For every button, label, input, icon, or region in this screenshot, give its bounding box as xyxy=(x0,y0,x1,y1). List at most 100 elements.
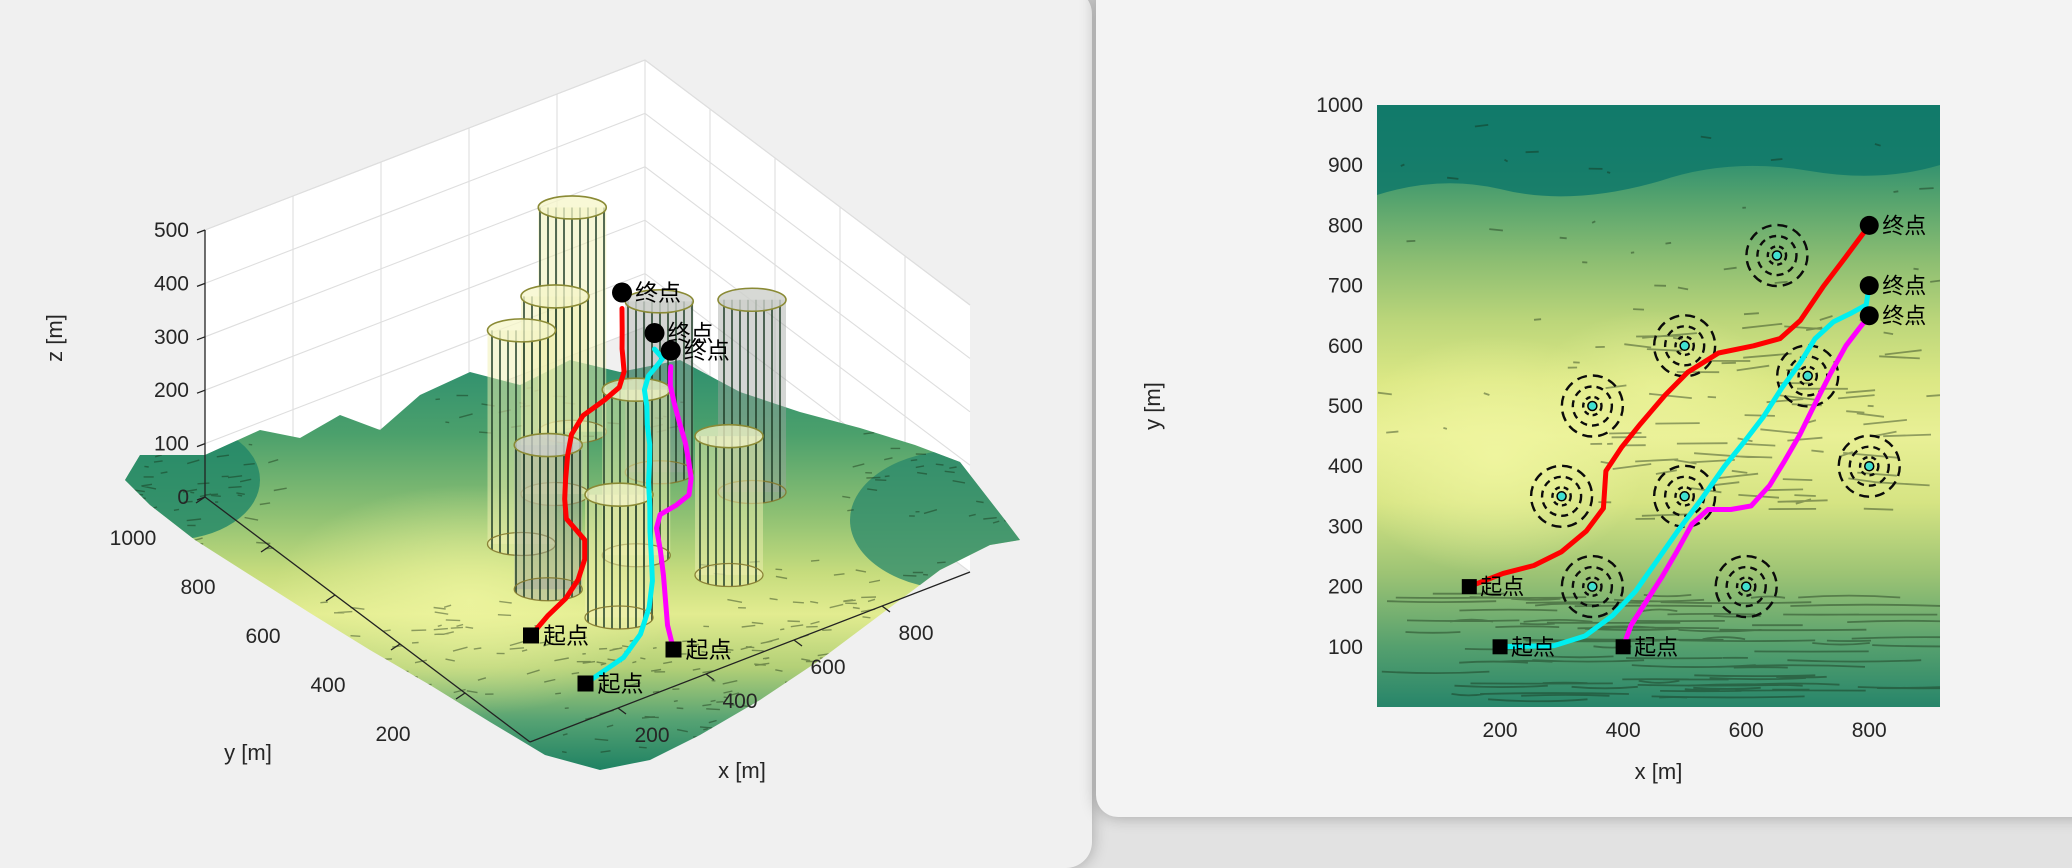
y-axis-label: y [m] xyxy=(224,740,272,765)
start-marker-magenta xyxy=(1615,639,1631,655)
threat-ring xyxy=(1674,335,1696,357)
cylinder-stripes xyxy=(695,436,763,587)
y-tick xyxy=(325,594,336,602)
threat-zone xyxy=(1837,434,1901,498)
threat-center-dot xyxy=(1587,400,1598,412)
cylinder-top-cap xyxy=(584,482,654,507)
y-tick xyxy=(195,496,206,504)
y-tick-label: 600 xyxy=(1328,335,1363,358)
threat-center-dot xyxy=(1771,250,1783,261)
z-tick-label: 500 xyxy=(154,219,189,242)
y-tick-label: 200 xyxy=(375,723,410,746)
y-tick-label: 400 xyxy=(1328,455,1363,478)
threat-ring xyxy=(1756,234,1798,277)
axes-lines-3d xyxy=(195,229,971,743)
end-marker-magenta xyxy=(1859,306,1879,326)
cylinder-top-cap xyxy=(694,423,764,449)
figure-window-2d[interactable]: 起点 终点 起点 终点 起点 终点 200 400 600 800 100 200 300 400 500 6… xyxy=(1096,0,2072,817)
y-tick-label: 500 xyxy=(1328,395,1363,418)
path-cyan-3d xyxy=(583,346,666,686)
start-label-cyan: 起点 xyxy=(1511,635,1555,660)
y-tick-label: 200 xyxy=(1328,576,1363,599)
x-tick-label: 200 xyxy=(634,724,669,747)
end-label-magenta: 终点 xyxy=(1882,304,1926,329)
figure-window-3d[interactable]: 起点 终点 起点 终点 起点 终点 0 100 200 300 400 500 1000 800 600 40… xyxy=(0,0,1092,868)
end-marker-magenta xyxy=(660,340,681,361)
threat-ring xyxy=(1735,576,1757,597)
end-marker-cyan xyxy=(644,323,665,344)
y-tick-label: 300 xyxy=(1328,515,1363,538)
y-tick-label: 900 xyxy=(1328,154,1363,177)
axes-box-top-edge xyxy=(204,59,971,306)
x-tick xyxy=(705,673,715,681)
end-marker-red xyxy=(1859,215,1879,235)
threat-ring xyxy=(1848,445,1890,487)
threat-center-dot xyxy=(1863,460,1875,472)
axes-wall-left xyxy=(205,60,645,497)
threat-center-dot xyxy=(1679,340,1690,352)
end-label-red: 终点 xyxy=(1882,213,1926,238)
threat-ring xyxy=(1714,554,1778,619)
threat-ring xyxy=(1725,565,1767,608)
path-magenta-2d xyxy=(1620,313,1872,650)
threat-cylinder xyxy=(694,423,764,588)
y-tick xyxy=(390,643,401,651)
z-tick xyxy=(196,442,206,448)
cylinder-top-cap xyxy=(601,377,672,402)
cylinder-top-cap xyxy=(520,284,590,309)
start-marker-red xyxy=(523,627,539,644)
x-tick-label: 800 xyxy=(898,622,933,645)
threat-ring xyxy=(1571,565,1614,608)
x-tick-label: 200 xyxy=(1483,719,1518,742)
z-tick-label: 100 xyxy=(154,433,189,456)
start-marker-red xyxy=(1461,579,1477,595)
path-red-2d xyxy=(1466,222,1872,590)
threat-ring xyxy=(1745,223,1809,288)
start-label-cyan: 起点 xyxy=(598,671,644,697)
x-tick-label: 400 xyxy=(1606,719,1641,742)
y-tick-label: 1000 xyxy=(1316,94,1363,117)
y-tick-label: 700 xyxy=(1328,275,1363,298)
end-marker-red xyxy=(612,282,632,303)
terrain-dark-top-band xyxy=(1377,105,1940,197)
end-label-red: 终点 xyxy=(635,280,681,306)
threat-center-dot xyxy=(1679,491,1690,502)
cylinder-top-cap xyxy=(486,318,557,343)
threat-zone xyxy=(1745,223,1809,288)
start-marker-cyan xyxy=(577,675,594,692)
cylinder-stripe-fill xyxy=(695,436,763,587)
threat-center-dot xyxy=(1587,581,1598,592)
cylinder-top-cap xyxy=(513,432,584,458)
cylinder-top-cap xyxy=(537,195,608,220)
threat-ring xyxy=(1837,434,1901,498)
y-tick-label: 400 xyxy=(310,674,345,697)
x-tick-label: 800 xyxy=(1852,719,1887,742)
y-tick-label: 1000 xyxy=(110,527,157,550)
terrain-map xyxy=(1377,105,1940,707)
threat-ring xyxy=(1551,485,1572,507)
start-label-magenta: 起点 xyxy=(686,637,732,663)
z-tick xyxy=(196,336,206,341)
threat-ring xyxy=(1560,554,1625,619)
threat-center-dot xyxy=(1802,370,1813,382)
threat-ring xyxy=(1797,365,1819,387)
x-tick-label: 600 xyxy=(1729,719,1764,742)
end-marker-cyan xyxy=(1859,276,1879,296)
threat-ring xyxy=(1560,374,1625,438)
x-tick-label: 600 xyxy=(810,656,845,679)
x-axis-label: x [m] xyxy=(1635,759,1683,784)
threat-ring xyxy=(1858,455,1880,477)
threat-ring xyxy=(1540,475,1583,518)
threat-ring xyxy=(1776,344,1840,408)
z-tick-label: 400 xyxy=(154,272,189,295)
threat-center-dot xyxy=(1740,581,1752,592)
cylinder-stripes xyxy=(585,494,653,629)
threat-ring xyxy=(1571,385,1614,427)
threat-ring xyxy=(1582,395,1603,417)
threat-zone xyxy=(1560,374,1625,438)
x-tick xyxy=(617,707,627,715)
threat-ring xyxy=(1582,576,1603,597)
y-tick xyxy=(260,545,271,553)
path-red-3d xyxy=(528,306,627,638)
